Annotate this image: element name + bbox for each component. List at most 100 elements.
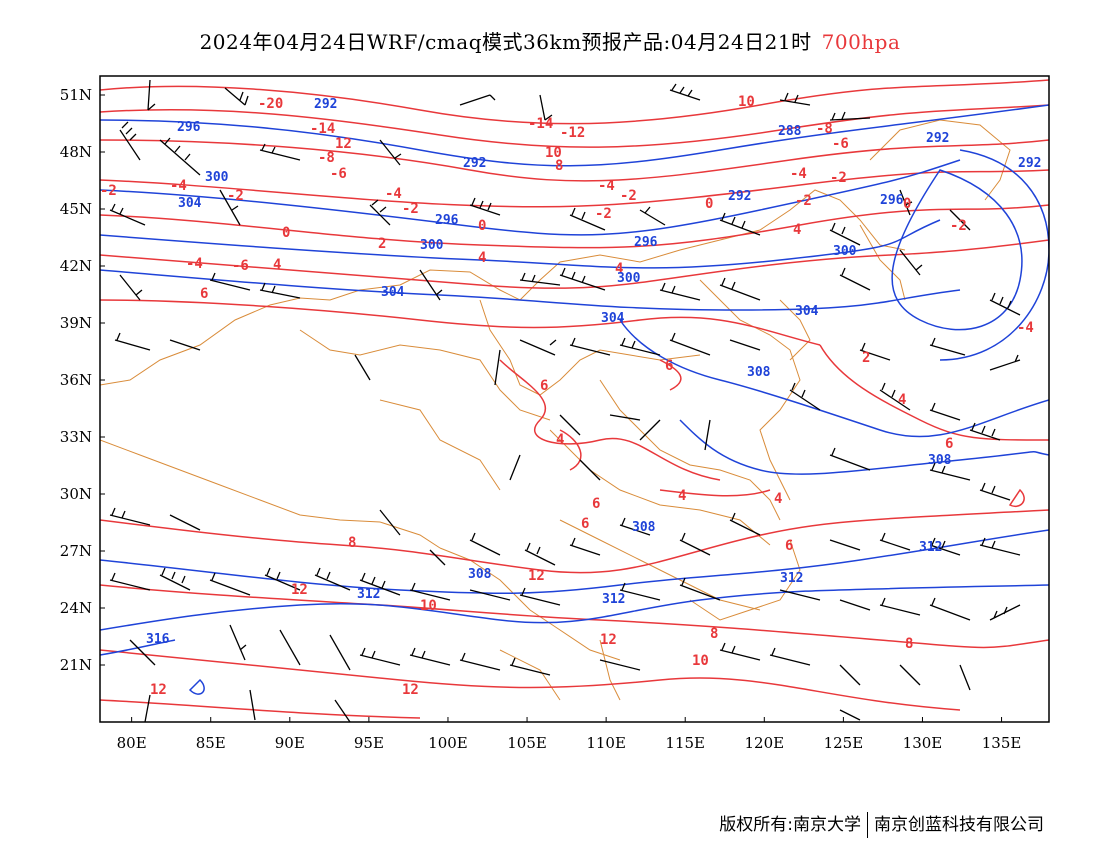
svg-text:-6: -6 (232, 258, 249, 274)
svg-text:8: 8 (555, 158, 563, 174)
svg-text:296: 296 (634, 235, 658, 250)
svg-text:6: 6 (785, 538, 793, 554)
svg-text:12: 12 (402, 682, 419, 698)
latitude-axis: 51N 48N 45N 42N 39N 36N 33N 30N 27N 24N 21N (60, 86, 105, 674)
lon-label: 115E (665, 734, 705, 752)
svg-text:-4: -4 (1017, 320, 1034, 336)
svg-text:6: 6 (200, 286, 208, 302)
lat-label: 48N (60, 143, 92, 161)
svg-text:296: 296 (435, 213, 459, 228)
lat-label: 42N (60, 257, 92, 275)
svg-text:-2: -2 (620, 188, 637, 204)
height-labels: 292 296 288 292 292 292 300 292 296 304 … (146, 97, 1041, 647)
lon-label: 100E (428, 734, 468, 752)
svg-text:4: 4 (556, 432, 564, 448)
copyright: 版权所有:南京大学 南京创蓝科技有限公司 (719, 810, 1044, 838)
svg-text:300: 300 (205, 170, 229, 185)
svg-text:-2: -2 (950, 218, 967, 234)
lat-label: 27N (60, 542, 92, 560)
svg-text:4: 4 (774, 491, 782, 507)
svg-text:-12: -12 (560, 125, 585, 141)
svg-text:296: 296 (880, 193, 904, 208)
svg-text:312: 312 (602, 592, 625, 607)
svg-text:-4: -4 (790, 166, 807, 182)
svg-text:-6: -6 (832, 136, 849, 152)
svg-text:-6: -6 (330, 166, 347, 182)
svg-text:308: 308 (632, 520, 656, 535)
svg-text:288: 288 (778, 124, 802, 139)
svg-text:2: 2 (378, 236, 386, 252)
svg-text:4: 4 (478, 250, 486, 266)
svg-text:-4: -4 (170, 178, 187, 194)
svg-text:308: 308 (747, 365, 771, 380)
svg-text:292: 292 (926, 131, 949, 146)
svg-text:12: 12 (150, 682, 167, 698)
svg-text:6: 6 (592, 496, 600, 512)
lon-label: 80E (117, 734, 147, 752)
svg-text:4: 4 (793, 222, 801, 238)
svg-text:312: 312 (357, 587, 380, 602)
svg-text:-8: -8 (816, 121, 833, 137)
svg-text:300: 300 (617, 271, 641, 286)
svg-text:4: 4 (898, 392, 906, 408)
svg-text:0: 0 (282, 225, 290, 241)
svg-text:12: 12 (600, 632, 617, 648)
svg-text:-2: -2 (227, 188, 244, 204)
lon-label: 110E (586, 734, 626, 752)
svg-text:-2: -2 (100, 183, 117, 199)
svg-text:6: 6 (945, 436, 953, 452)
copyright-left: 版权所有:南京大学 (719, 815, 861, 835)
lon-label: 125E (824, 734, 864, 752)
svg-text:-4: -4 (186, 256, 203, 272)
map-frame (99, 75, 1050, 723)
lat-label: 39N (60, 314, 92, 332)
lat-label: 24N (60, 599, 92, 617)
lon-label: 95E (354, 734, 384, 752)
svg-text:292: 292 (463, 156, 486, 171)
lat-label: 51N (60, 86, 92, 104)
svg-text:-2: -2 (595, 206, 612, 222)
svg-text:-4: -4 (598, 178, 615, 194)
temperature-labels: -20 -14 -12 -14 12 10 10 8 -8 -6 -8 -6 -… (100, 94, 1034, 698)
lat-label: 33N (60, 428, 92, 446)
svg-text:10: 10 (420, 598, 437, 614)
svg-text:-14: -14 (310, 121, 335, 137)
svg-text:-14: -14 (528, 116, 553, 132)
longitude-axis: 80E 85E 90E 95E 100E 105E 110E 115E 120E 125E 130E… (117, 717, 1022, 752)
svg-text:-2: -2 (830, 170, 847, 186)
svg-text:304: 304 (381, 285, 405, 300)
svg-text:308: 308 (928, 453, 952, 468)
svg-text:0: 0 (903, 196, 911, 212)
svg-text:-20: -20 (258, 96, 283, 112)
svg-text:8: 8 (348, 535, 356, 551)
svg-text:6: 6 (665, 358, 673, 374)
svg-text:296: 296 (177, 120, 201, 135)
svg-text:292: 292 (1018, 156, 1041, 171)
lon-label: 105E (507, 734, 547, 752)
lon-label: 120E (745, 734, 785, 752)
svg-text:0: 0 (478, 218, 486, 234)
lat-label: 45N (60, 200, 92, 218)
svg-text:292: 292 (728, 189, 751, 204)
svg-text:-2: -2 (402, 201, 419, 217)
svg-text:312: 312 (780, 571, 803, 586)
temperature-isotherms (100, 79, 1049, 719)
svg-text:-8: -8 (318, 150, 335, 166)
svg-text:4: 4 (678, 488, 686, 504)
pressure-level: 700hpa (821, 30, 901, 54)
svg-text:6: 6 (540, 378, 548, 394)
lon-label: 135E (982, 734, 1022, 752)
svg-text:300: 300 (833, 244, 857, 259)
title-text: 2024年04月24日WRF/cmaq模式36km预报产品:04月24日21时 (199, 30, 812, 54)
svg-text:10: 10 (738, 94, 755, 110)
copyright-separator (867, 812, 868, 838)
svg-text:304: 304 (795, 304, 819, 319)
wind-barbs (109, 79, 1021, 722)
svg-text:12: 12 (291, 582, 308, 598)
svg-text:304: 304 (601, 311, 625, 326)
svg-text:4: 4 (615, 261, 623, 277)
svg-text:12: 12 (528, 568, 545, 584)
svg-text:8: 8 (905, 636, 913, 652)
lat-label: 21N (60, 656, 92, 674)
